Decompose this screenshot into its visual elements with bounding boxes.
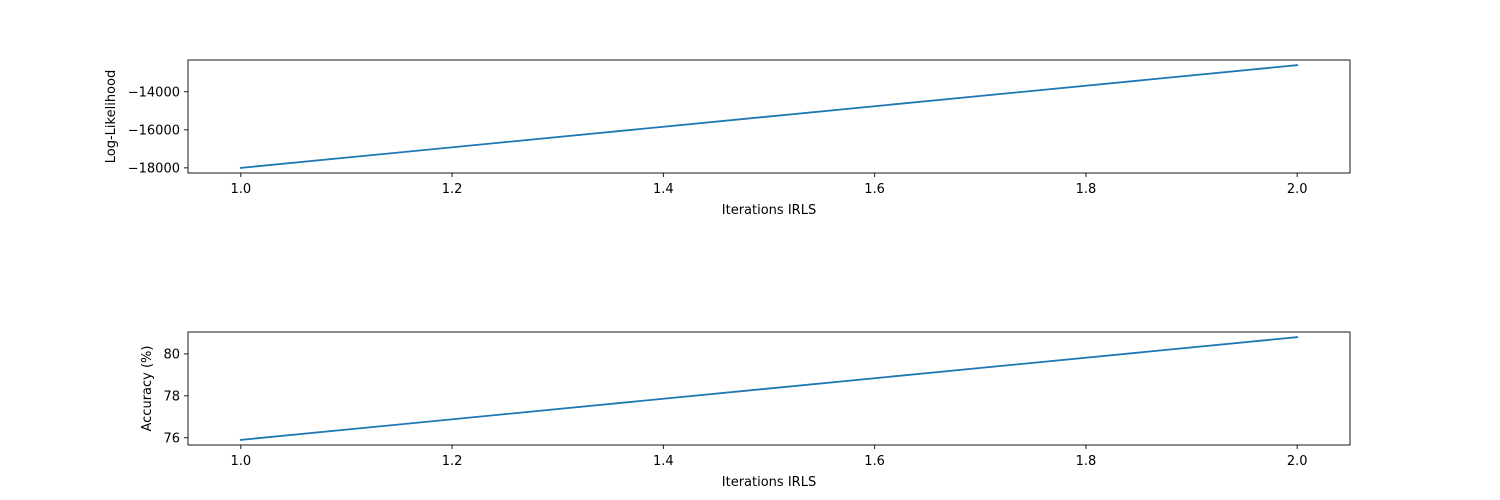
x-tick-label: 1.6 [864,454,885,469]
x-tick-label: 1.6 [864,182,885,197]
series-line [239,336,1299,441]
y-axis-label: Log-Likelihood [104,70,119,163]
axes-frame [187,331,1351,446]
x-tick-label: 1.0 [230,454,251,469]
x-tick-label: 1.2 [442,182,463,197]
x-tick-label: 2.0 [1287,182,1308,197]
x-tick-label: 1.4 [653,454,674,469]
y-tick-label: 80 [163,347,180,362]
x-axis-label: Iterations IRLS [722,475,816,490]
y-axis-label: Accuracy (%) [140,346,155,432]
y-tick-label: 78 [163,389,180,404]
x-tick-label: 1.2 [442,454,463,469]
series-line [239,64,1299,169]
axes-frame [187,59,1351,174]
x-axis-label: Iterations IRLS [722,203,816,218]
x-tick-label: 1.8 [1076,454,1097,469]
y-tick-label: −18000 [128,161,180,176]
y-tick-label: 76 [163,431,180,446]
y-tick-label: −14000 [128,85,180,100]
x-tick-label: 1.8 [1076,182,1097,197]
log-likelihood-plot: 1.0 1.2 1.4 1.6 1.8 2.0 −18000 −16000 −14000 Iter… [104,59,1351,218]
x-tick-label: 1.4 [653,182,674,197]
accuracy-plot: 1.0 1.2 1.4 1.6 1.8 2.0 76 78 80 Iterations IRLS A… [140,331,1351,490]
y-tick-label: −16000 [128,123,180,138]
x-tick-label: 1.0 [230,182,251,197]
x-tick-label: 2.0 [1287,454,1308,469]
